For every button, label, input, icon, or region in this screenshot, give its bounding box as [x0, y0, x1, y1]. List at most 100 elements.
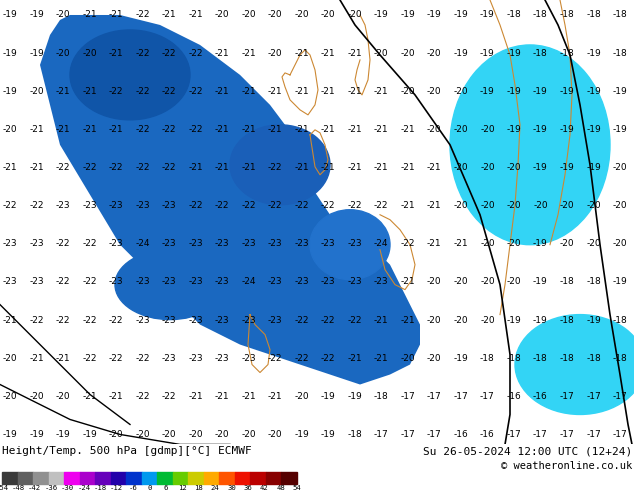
Text: -20: -20 [135, 430, 150, 439]
Text: -16: -16 [507, 392, 521, 401]
Text: -19: -19 [294, 430, 309, 439]
Text: -22: -22 [268, 354, 283, 363]
Text: 48: 48 [276, 485, 285, 490]
Text: -21: -21 [242, 125, 256, 134]
Text: 12: 12 [178, 485, 186, 490]
Text: -21: -21 [215, 163, 230, 172]
Text: -24: -24 [77, 485, 91, 490]
Text: -20: -20 [507, 239, 521, 248]
Text: -19: -19 [586, 316, 601, 324]
Text: -22: -22 [294, 354, 309, 363]
Text: -19: -19 [612, 87, 628, 96]
Text: 36: 36 [243, 485, 252, 490]
Text: -19: -19 [3, 10, 17, 20]
Text: -20: -20 [109, 430, 124, 439]
Text: -42: -42 [29, 485, 41, 490]
Text: -19: -19 [533, 163, 548, 172]
Text: -21: -21 [347, 125, 362, 134]
Text: -20: -20 [29, 87, 44, 96]
Text: -20: -20 [401, 354, 415, 363]
Text: -23: -23 [215, 316, 230, 324]
Text: -23: -23 [135, 201, 150, 210]
Text: -21: -21 [401, 125, 415, 134]
Text: -22: -22 [135, 392, 150, 401]
Text: -18: -18 [347, 430, 362, 439]
Text: -23: -23 [162, 201, 176, 210]
Text: -21: -21 [374, 354, 389, 363]
Text: -18: -18 [560, 277, 574, 287]
Bar [64, 472, 80, 484]
Text: 30: 30 [227, 485, 236, 490]
Text: -20: -20 [29, 392, 44, 401]
Text: -22: -22 [188, 49, 203, 58]
Bar [157, 472, 173, 484]
Text: -21: -21 [56, 87, 70, 96]
Text: -19: -19 [533, 239, 548, 248]
Text: -20: -20 [427, 316, 442, 324]
Text: -20: -20 [612, 239, 627, 248]
Text: -22: -22 [188, 87, 203, 96]
Text: -20: -20 [480, 201, 495, 210]
Text: -22: -22 [321, 316, 335, 324]
Text: -21: -21 [374, 125, 389, 134]
Text: -22: -22 [56, 163, 70, 172]
Bar [142, 472, 157, 484]
Text: -23: -23 [3, 239, 17, 248]
Text: 0: 0 [147, 485, 152, 490]
Text: -22: -22 [29, 201, 44, 210]
Text: -24: -24 [374, 239, 389, 248]
Text: -22: -22 [162, 125, 176, 134]
Bar [266, 472, 281, 484]
Text: -23: -23 [162, 316, 176, 324]
Text: -21: -21 [268, 87, 283, 96]
Text: -19: -19 [453, 10, 469, 20]
Text: -23: -23 [135, 277, 150, 287]
Text: -17: -17 [612, 430, 628, 439]
Text: -22: -22 [268, 201, 283, 210]
Bar [219, 472, 235, 484]
Text: -21: -21 [242, 163, 256, 172]
Text: -23: -23 [3, 277, 17, 287]
Text: -23: -23 [162, 354, 176, 363]
Text: -22: -22 [56, 239, 70, 248]
Text: -22: -22 [242, 201, 256, 210]
Bar [2, 472, 18, 484]
Text: -24: -24 [135, 239, 150, 248]
Text: -23: -23 [82, 201, 97, 210]
Text: -19: -19 [3, 49, 17, 58]
Text: -22: -22 [82, 239, 97, 248]
Text: -19: -19 [427, 10, 442, 20]
Text: -22: -22 [135, 125, 150, 134]
Text: -21: -21 [427, 163, 442, 172]
Text: -23: -23 [162, 239, 176, 248]
Text: -20: -20 [612, 163, 627, 172]
Text: -22: -22 [162, 163, 176, 172]
Text: -21: -21 [268, 125, 283, 134]
Text: -21: -21 [347, 87, 362, 96]
Text: -20: -20 [480, 163, 495, 172]
Text: -23: -23 [188, 354, 203, 363]
Text: -19: -19 [480, 10, 495, 20]
Text: -19: -19 [507, 125, 521, 134]
Text: -18: -18 [560, 316, 574, 324]
Text: -22: -22 [56, 277, 70, 287]
Text: Height/Temp. 500 hPa [gdmp][°C] ECMWF: Height/Temp. 500 hPa [gdmp][°C] ECMWF [2, 446, 252, 456]
Text: -22: -22 [82, 163, 97, 172]
Text: -20: -20 [215, 430, 230, 439]
Text: -18: -18 [507, 10, 521, 20]
Text: -23: -23 [135, 316, 150, 324]
Text: -19: -19 [480, 87, 495, 96]
Text: -22: -22 [109, 316, 124, 324]
Text: -18: -18 [586, 277, 601, 287]
Text: -21: -21 [321, 87, 335, 96]
Text: -21: -21 [29, 125, 44, 134]
Text: -21: -21 [401, 163, 415, 172]
Text: -24: -24 [242, 277, 256, 287]
Ellipse shape [230, 125, 330, 205]
Text: -17: -17 [560, 392, 574, 401]
Text: 24: 24 [210, 485, 219, 490]
Text: 18: 18 [194, 485, 203, 490]
Text: -20: -20 [453, 201, 468, 210]
Text: -18: -18 [586, 354, 601, 363]
Text: -20: -20 [480, 239, 495, 248]
